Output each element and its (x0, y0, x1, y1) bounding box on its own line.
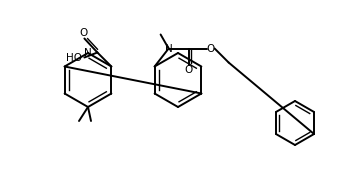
Text: O: O (185, 65, 193, 75)
Text: HO: HO (66, 53, 82, 63)
Text: O: O (207, 43, 215, 53)
Text: N: N (84, 48, 92, 58)
Text: N: N (165, 43, 172, 53)
Text: O: O (79, 28, 88, 38)
